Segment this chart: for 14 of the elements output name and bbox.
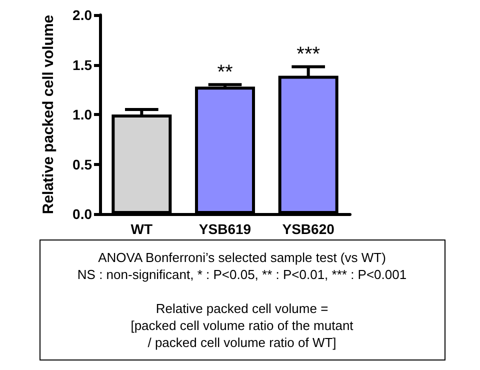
data-label: ** <box>217 62 233 84</box>
y-tick-label: 2.0 <box>72 7 92 23</box>
x-tick-label: WT <box>130 221 153 237</box>
text: NS : non-significant, * : P<0.05, ** : P<0.01, *** : P<0.001 <box>77 267 407 282</box>
text: ANOVA Bonferroni’s selected sample test (vs WT) <box>98 250 386 265</box>
y-tick-label: 0.5 <box>72 156 92 172</box>
y-axis-title: Relative packed cell volume <box>40 14 57 214</box>
y-tick-label: 0.0 <box>72 206 92 222</box>
x-tick-label: YSB620 <box>282 221 335 237</box>
text: Relative packed cell volume = [packed cell volume ratio of the mutant / packed cell volume ratio of WT] <box>130 301 354 350</box>
y-tick-label: 1.0 <box>72 106 92 122</box>
y-tick-label: 1.5 <box>72 56 92 73</box>
x-tick-label: YSB619 <box>198 221 252 237</box>
data-label: *** <box>296 44 320 66</box>
